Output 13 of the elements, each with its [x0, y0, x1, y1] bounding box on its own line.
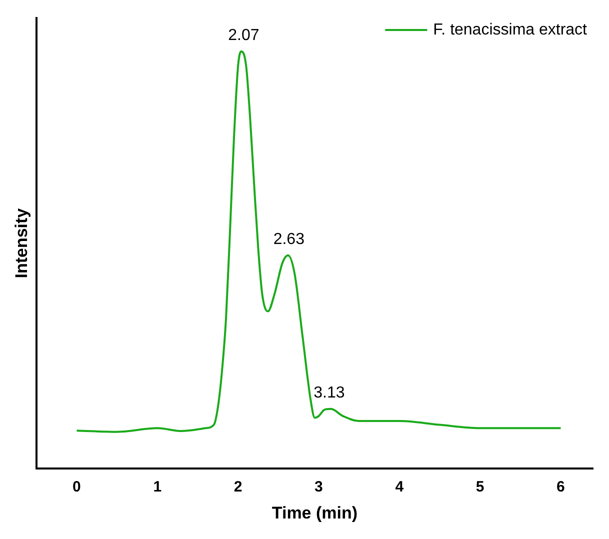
x-axis-title: Time (min) [272, 503, 358, 522]
annotation: 2.07 [228, 26, 260, 44]
y-axis-title: Intensity [12, 208, 31, 278]
x-tick-label: 5 [476, 478, 484, 496]
x-tick-label: 3 [314, 478, 323, 496]
x-tick-label: 1 [153, 478, 162, 496]
legend-label: F. tenacissima extract [433, 21, 588, 38]
x-tick-label: 2 [234, 478, 242, 496]
annotation: 2.63 [273, 230, 305, 248]
annotation: 3.13 [314, 384, 345, 402]
x-tick-label: 4 [395, 478, 404, 496]
x-tick-label: 6 [556, 478, 565, 496]
x-tick-label: 0 [72, 478, 81, 496]
